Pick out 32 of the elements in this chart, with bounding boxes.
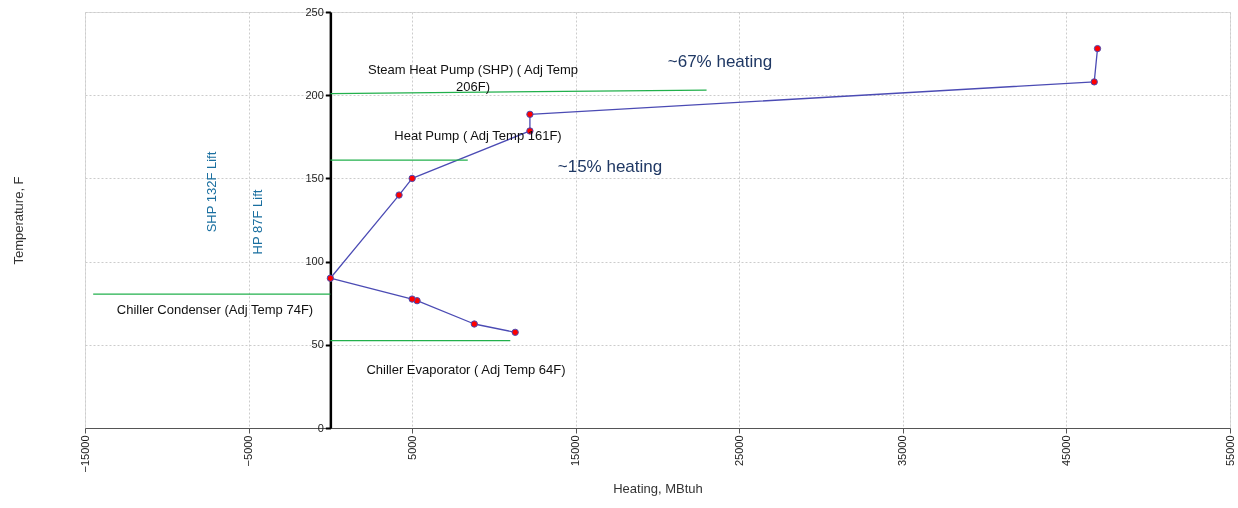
- point: [526, 110, 534, 118]
- point: [326, 274, 335, 282]
- point: [511, 328, 519, 336]
- annotation: Steam Heat Pump (SHP) ( Adj Temp 206F): [367, 62, 579, 94]
- annotation: Chiller Condenser (Adj Temp 74F): [116, 302, 314, 317]
- x-tick-label: 25000: [732, 435, 745, 467]
- x-tick-label: 15000: [569, 435, 582, 467]
- y-tick-label: 100: [305, 255, 324, 268]
- x-tick-label: 5000: [405, 435, 418, 460]
- annotation: HP 87F Lift: [250, 189, 265, 255]
- x-tick-label: 55000: [1223, 435, 1236, 467]
- point: [470, 320, 478, 328]
- annotation: Chiller Evaporator ( Adj Temp 64F): [366, 362, 566, 377]
- point: [395, 191, 403, 199]
- y-tick-label: 50: [311, 338, 324, 351]
- y-tick-label: 200: [305, 88, 324, 101]
- annotation: ~15% heating: [557, 157, 663, 176]
- x-tick-label: 35000: [896, 435, 909, 467]
- x-tick-label: 45000: [1059, 435, 1072, 467]
- y-tick-label: 250: [305, 5, 324, 18]
- x-axis-title: Heating, MBtuh: [613, 480, 703, 496]
- x-tick-label: −5000: [242, 435, 255, 467]
- annotation: Heat Pump ( Adj Temp 161F): [394, 128, 562, 143]
- point: [408, 174, 416, 183]
- annotation: ~67% heating: [667, 52, 773, 71]
- x-tick-label: −15000: [78, 435, 91, 473]
- point: [408, 295, 416, 303]
- y-axis-title: Temperature, F: [10, 176, 26, 265]
- y-tick-label: 150: [305, 171, 324, 184]
- annotation: SHP 132F Lift: [204, 151, 219, 233]
- point: [1093, 44, 1102, 53]
- point: [1090, 78, 1098, 86]
